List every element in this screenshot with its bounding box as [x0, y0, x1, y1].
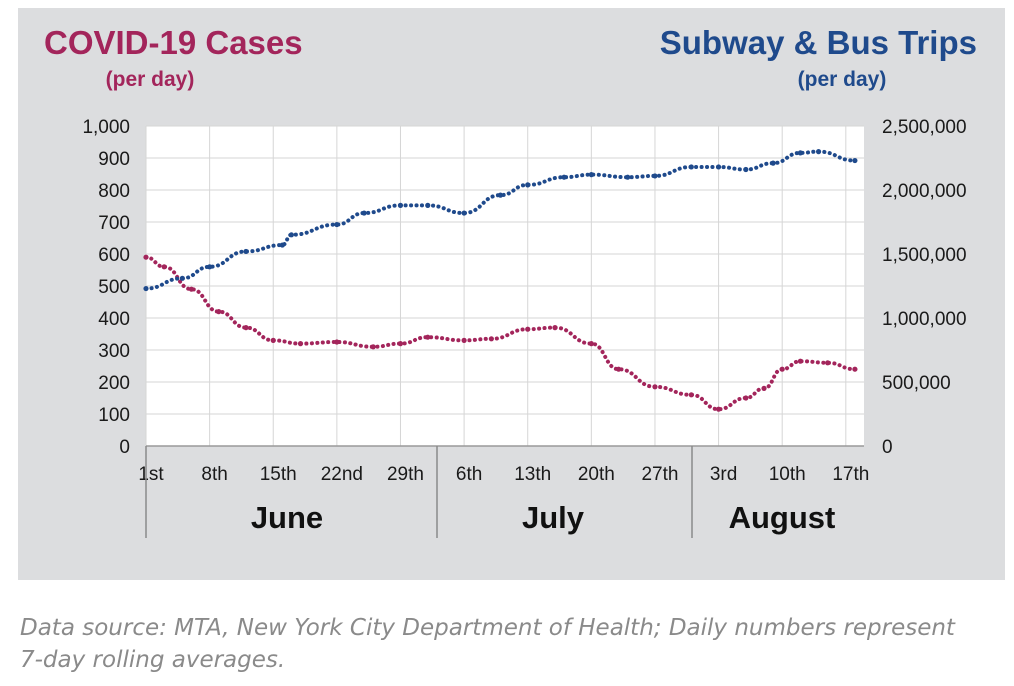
x-tick-label: 13th	[514, 464, 551, 485]
data-point-covid-19-cases	[761, 385, 767, 391]
series-line-covid-19-cases	[144, 255, 857, 412]
x-tick-label: 6th	[456, 464, 482, 485]
data-point-covid-19-cases	[779, 366, 785, 372]
data-point-subway-bus-trips	[688, 164, 694, 170]
data-point-covid-19-cases	[525, 326, 531, 332]
line-chart: COVID-19 Cases (per day) Subway & Bus Tr…	[44, 24, 977, 538]
x-tick-label: 8th	[201, 464, 227, 485]
data-point-subway-bus-trips	[179, 275, 185, 281]
x-tick-label: 22nd	[321, 464, 363, 485]
data-point-subway-bus-trips	[361, 210, 367, 216]
data-point-covid-19-cases	[825, 360, 831, 366]
data-point-covid-19-cases	[852, 366, 858, 372]
data-point-covid-19-cases	[797, 358, 803, 364]
x-tick-label: 29th	[387, 464, 424, 485]
month-label-june: June	[251, 500, 323, 535]
data-point-covid-19-cases	[743, 395, 749, 401]
data-point-covid-19-cases	[297, 341, 304, 347]
right-tick-label: 0	[882, 437, 893, 458]
x-tick-label: 17th	[832, 464, 869, 485]
x-tick-label: 1st	[138, 464, 164, 485]
series-line-subway-bus-trips	[144, 149, 857, 291]
left-subtitle: (per day)	[106, 68, 195, 91]
right-tick-label: 1,500,000	[882, 245, 967, 266]
data-point-subway-bus-trips	[852, 157, 858, 164]
left-tick-label: 1,000	[82, 117, 130, 138]
data-point-covid-19-cases	[488, 336, 494, 342]
data-point-subway-bus-trips	[461, 210, 467, 216]
data-point-covid-19-cases	[616, 366, 622, 372]
data-point-covid-19-cases	[688, 392, 694, 398]
x-tick-label: 15th	[260, 464, 297, 485]
data-point-subway-bus-trips	[425, 202, 431, 208]
data-point-subway-bus-trips	[652, 173, 658, 179]
x-axis: 1st 8th 15th 22nd 29th 6th 13th 20th 27th 3rd 10th…	[138, 445, 869, 538]
data-point-covid-19-cases	[216, 309, 222, 315]
gridlines	[145, 125, 864, 446]
right-tick-label: 1,000,000	[882, 309, 967, 330]
month-label-august: August	[729, 500, 836, 535]
data-point-covid-19-cases	[161, 264, 167, 270]
x-tick-label: 27th	[641, 464, 678, 485]
data-point-covid-19-cases	[425, 334, 431, 340]
data-point-subway-bus-trips	[143, 285, 149, 292]
data-point-subway-bus-trips	[288, 232, 295, 238]
data-point-subway-bus-trips	[797, 150, 803, 156]
x-tick-label: 20th	[578, 464, 615, 485]
data-point-subway-bus-trips	[770, 160, 776, 166]
right-tick-label: 2,500,000	[882, 117, 967, 138]
data-point-covid-19-cases	[143, 254, 149, 260]
data-point-covid-19-cases	[243, 325, 249, 331]
left-title: COVID-19 Cases	[44, 24, 303, 61]
data-point-subway-bus-trips	[525, 182, 531, 188]
data-point-subway-bus-trips	[715, 164, 722, 170]
data-point-covid-19-cases	[188, 286, 195, 292]
left-tick-label: 700	[98, 213, 130, 234]
data-point-covid-19-cases	[270, 337, 276, 343]
left-tick-label: 600	[98, 245, 130, 266]
data-point-subway-bus-trips	[625, 174, 631, 180]
data-point-subway-bus-trips	[279, 242, 285, 248]
month-label-july: July	[522, 500, 585, 535]
data-point-covid-19-cases	[370, 344, 376, 350]
left-tick-label: 200	[98, 373, 130, 394]
right-title: Subway & Bus Trips	[660, 24, 977, 61]
data-point-subway-bus-trips	[207, 264, 213, 270]
data-point-covid-19-cases	[334, 339, 340, 345]
right-axis-ticks: 0 500,000 1,000,000 1,500,000 2,000,000 2,500…	[882, 117, 967, 458]
data-point-subway-bus-trips	[497, 192, 504, 198]
data-point-subway-bus-trips	[815, 149, 822, 155]
data-point-subway-bus-trips	[334, 221, 340, 228]
left-axis-ticks: 0 100 200 300 400 500 600 700 800 900 1,000	[82, 117, 130, 458]
data-point-covid-19-cases	[461, 337, 467, 343]
left-tick-label: 900	[98, 149, 130, 170]
right-tick-label: 2,000,000	[882, 181, 967, 202]
x-tick-label: 10th	[769, 464, 806, 485]
data-point-covid-19-cases	[652, 384, 658, 390]
data-point-subway-bus-trips	[397, 202, 404, 208]
data-point-subway-bus-trips	[588, 172, 594, 178]
data-source-note: Data source: MTA, New York City Departme…	[20, 612, 1000, 676]
right-tick-label: 500,000	[882, 373, 951, 394]
series-layer	[143, 149, 858, 412]
left-tick-label: 0	[119, 437, 130, 458]
left-tick-label: 100	[98, 405, 130, 426]
left-tick-label: 500	[98, 277, 130, 298]
data-point-covid-19-cases	[588, 341, 594, 347]
data-point-subway-bus-trips	[743, 166, 749, 173]
data-point-covid-19-cases	[715, 406, 722, 412]
left-tick-label: 400	[98, 309, 130, 330]
right-subtitle: (per day)	[798, 68, 887, 91]
data-point-covid-19-cases	[397, 341, 404, 347]
data-point-subway-bus-trips	[561, 174, 567, 180]
x-tick-label: 3rd	[710, 464, 737, 485]
data-point-covid-19-cases	[552, 325, 558, 331]
left-tick-label: 300	[98, 341, 130, 362]
left-tick-label: 800	[98, 181, 130, 202]
source-line-2: 7-day rolling averages.	[20, 647, 286, 673]
source-line-1: Data source: MTA, New York City Departme…	[20, 615, 955, 641]
data-point-subway-bus-trips	[243, 248, 249, 255]
